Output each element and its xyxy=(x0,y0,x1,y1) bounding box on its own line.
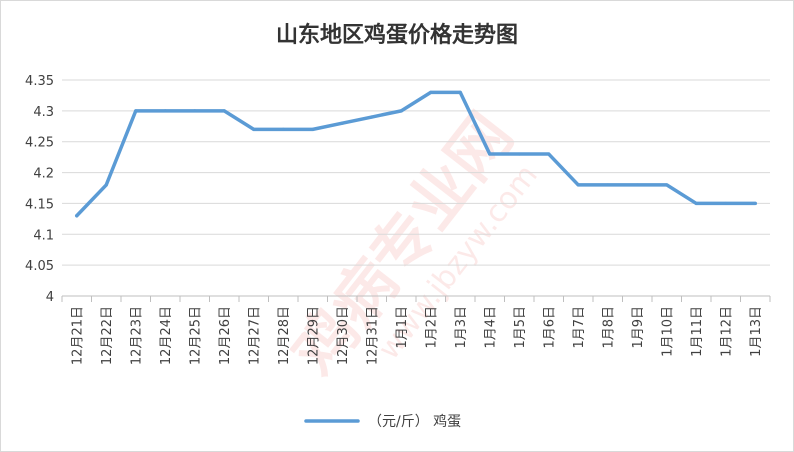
x-tick-label: 12月27日 xyxy=(247,306,262,365)
x-tick-label: 1月4日 xyxy=(483,306,498,349)
x-tick-label: 1月13日 xyxy=(749,306,764,357)
x-tick-label: 1月7日 xyxy=(572,306,587,349)
y-tick-label: 4.05 xyxy=(25,259,54,274)
data-point xyxy=(753,201,757,206)
data-point xyxy=(104,183,108,187)
x-tick-label: 1月6日 xyxy=(542,306,557,349)
x-tick-label: 1月11日 xyxy=(690,306,705,357)
data-point xyxy=(311,127,315,131)
data-point xyxy=(134,109,138,113)
data-point xyxy=(281,127,285,131)
x-tick-label: 1月12日 xyxy=(719,306,734,357)
data-point xyxy=(635,183,639,187)
x-tick-label: 1月3日 xyxy=(454,306,469,349)
data-point xyxy=(75,214,79,218)
y-tick-label: 4 xyxy=(46,290,54,305)
x-tick-label: 12月31日 xyxy=(365,306,380,365)
x-tick-label: 12月28日 xyxy=(277,306,292,365)
series-line xyxy=(75,90,757,218)
x-tick-label: 1月10日 xyxy=(660,306,675,357)
y-tick-label: 4.15 xyxy=(25,197,54,212)
x-tick-label: 12月25日 xyxy=(188,306,203,365)
x-tick-label: 1月1日 xyxy=(395,306,410,349)
data-point xyxy=(222,109,226,113)
data-point xyxy=(488,152,492,156)
series-layer xyxy=(75,90,757,218)
data-point xyxy=(576,183,580,187)
y-tick-label: 4.35 xyxy=(25,74,54,89)
data-point xyxy=(370,115,374,119)
y-tick-label: 4.25 xyxy=(25,136,54,151)
y-tick-label: 4.2 xyxy=(33,167,54,182)
x-tick-label: 1月2日 xyxy=(424,306,439,349)
x-tick-label: 12月26日 xyxy=(218,306,233,365)
data-point xyxy=(163,109,167,113)
gridlines xyxy=(62,79,770,266)
y-tick-label: 4.1 xyxy=(33,228,54,243)
x-tick-label: 12月21日 xyxy=(70,306,85,365)
legend: （元/斤） 鸡蛋 xyxy=(304,413,461,430)
data-point xyxy=(458,90,462,94)
x-tick-label: 1月5日 xyxy=(513,306,528,349)
x-tick-label: 12月29日 xyxy=(306,306,321,365)
data-point xyxy=(340,121,344,125)
data-point xyxy=(665,183,669,187)
data-point xyxy=(399,109,403,113)
x-tick-label: 12月30日 xyxy=(336,306,351,365)
x-axis xyxy=(61,295,771,302)
data-point xyxy=(606,183,610,187)
y-axis-ticks: 4 4.05 4.1 4.15 4.2 4.25 4.3 4.35 xyxy=(25,74,54,305)
x-tick-label: 12月23日 xyxy=(129,306,144,365)
data-point xyxy=(193,109,197,113)
data-point xyxy=(429,90,433,94)
x-tick-label: 1月8日 xyxy=(601,306,616,349)
x-axis-ticks: 12月21日 12月22日 12月23日 12月24日 12月25日 12月26日 12月2… xyxy=(70,306,764,365)
data-point xyxy=(517,152,521,156)
data-point xyxy=(547,152,551,156)
data-point xyxy=(694,201,698,206)
x-tick-label: 1月9日 xyxy=(631,306,646,349)
y-tick-label: 4.3 xyxy=(33,105,54,120)
chart-title: 山东地区鸡蛋价格走势图 xyxy=(276,22,518,48)
x-tick-label: 12月24日 xyxy=(159,306,174,365)
data-point xyxy=(724,201,728,206)
data-point xyxy=(252,127,256,131)
legend-label: （元/斤） 鸡蛋 xyxy=(368,413,461,430)
x-tick-label: 12月22日 xyxy=(100,306,115,365)
